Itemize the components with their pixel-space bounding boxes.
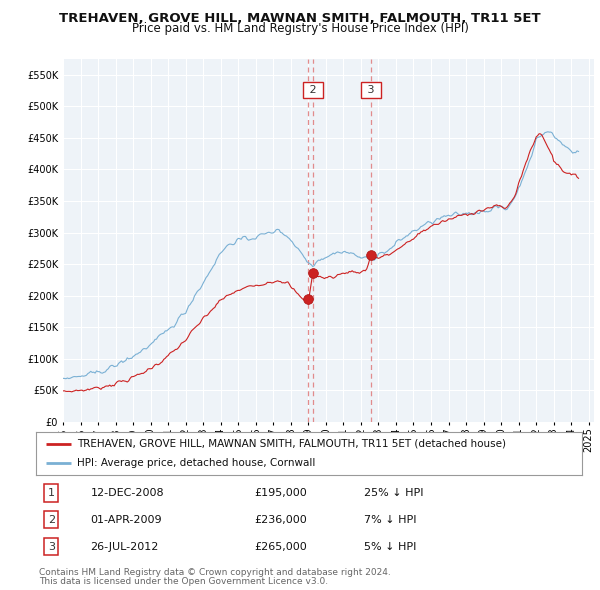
Text: 01-APR-2009: 01-APR-2009 bbox=[91, 515, 162, 525]
Text: This data is licensed under the Open Government Licence v3.0.: This data is licensed under the Open Gov… bbox=[39, 577, 328, 586]
Text: Price paid vs. HM Land Registry's House Price Index (HPI): Price paid vs. HM Land Registry's House … bbox=[131, 22, 469, 35]
Text: HPI: Average price, detached house, Cornwall: HPI: Average price, detached house, Corn… bbox=[77, 458, 316, 468]
Text: 2: 2 bbox=[305, 85, 320, 95]
Text: £265,000: £265,000 bbox=[254, 542, 307, 552]
Text: 25% ↓ HPI: 25% ↓ HPI bbox=[364, 488, 423, 498]
Text: 1: 1 bbox=[48, 488, 55, 498]
Text: £195,000: £195,000 bbox=[254, 488, 307, 498]
Text: Contains HM Land Registry data © Crown copyright and database right 2024.: Contains HM Land Registry data © Crown c… bbox=[39, 568, 391, 576]
Text: 26-JUL-2012: 26-JUL-2012 bbox=[91, 542, 159, 552]
Text: 3: 3 bbox=[48, 542, 55, 552]
Text: 5% ↓ HPI: 5% ↓ HPI bbox=[364, 542, 416, 552]
Text: TREHAVEN, GROVE HILL, MAWNAN SMITH, FALMOUTH, TR11 5ET: TREHAVEN, GROVE HILL, MAWNAN SMITH, FALM… bbox=[59, 12, 541, 25]
Text: £236,000: £236,000 bbox=[254, 515, 307, 525]
Text: TREHAVEN, GROVE HILL, MAWNAN SMITH, FALMOUTH, TR11 5ET (detached house): TREHAVEN, GROVE HILL, MAWNAN SMITH, FALM… bbox=[77, 438, 506, 448]
Text: 2: 2 bbox=[48, 515, 55, 525]
Text: 12-DEC-2008: 12-DEC-2008 bbox=[91, 488, 164, 498]
Text: 7% ↓ HPI: 7% ↓ HPI bbox=[364, 515, 416, 525]
Text: 3: 3 bbox=[364, 85, 378, 95]
